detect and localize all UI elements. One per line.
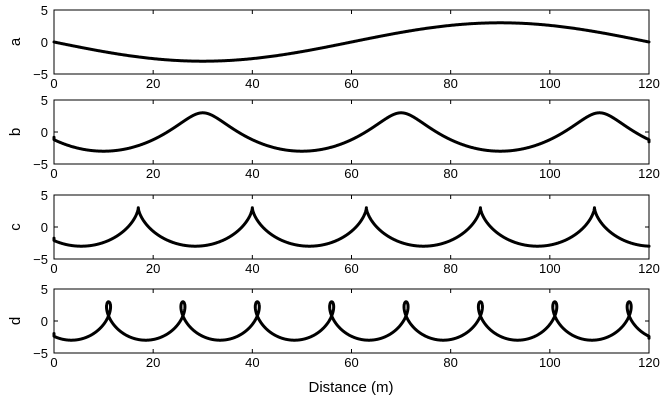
x-tick-label: 120 [638,355,660,370]
wave-line [52,206,651,248]
x-tick-labels-b: 0 20 40 60 80 100 120 [50,166,659,181]
x-tick-label: 80 [443,76,457,91]
x-tick-labels-d: 0 20 40 60 80 100 120 [50,355,659,370]
x-tick-label: 20 [146,76,160,91]
panel-d: 5 0 −5 d 0 20 40 60 80 100 120 [7,282,660,370]
x-tick-label: 0 [50,355,57,370]
x-tick-label: 60 [344,76,358,91]
y-tick-b-mid: 0 [41,125,48,140]
x-tick-label: 100 [539,355,561,370]
panel-c: 5 0 −5 c 0 20 40 60 80 100 120 [7,188,660,276]
x-axis-title: Distance (m) [308,379,393,396]
wave-line [52,111,651,153]
x-tick-label: 40 [245,355,259,370]
y-tick-c-top: 5 [41,188,48,203]
wave-curve-b [52,111,651,153]
x-tick-labels-c: 0 20 40 60 80 100 120 [50,261,659,276]
panel-a: 5 0 −5 a 0 20 40 60 80 100 120 [7,3,660,91]
x-tick-label: 100 [539,166,561,181]
y-tick-d-mid: 0 [41,314,48,329]
wave-curve-d [52,300,651,342]
panel-b: 5 0 −5 b 0 20 40 60 80 100 120 [7,93,660,181]
x-tick-label: 60 [344,261,358,276]
x-tick-label: 40 [245,261,259,276]
panel-label-d: d [7,317,24,325]
x-tick-label: 120 [638,261,660,276]
y-tick-a-mid: 0 [41,35,48,50]
panel-label-a: a [7,37,24,46]
x-tick-label: 20 [146,355,160,370]
x-tick-label: 80 [443,355,457,370]
x-tick-label: 60 [344,166,358,181]
x-tick-label: 100 [539,76,561,91]
panel-label-b: b [7,128,24,136]
wave-curve-a [52,21,651,63]
y-tick-d-bottom: −5 [33,346,48,361]
y-tick-a-bottom: −5 [33,67,48,82]
x-tick-label: 0 [50,166,57,181]
y-tick-a-top: 5 [41,3,48,18]
x-tick-label: 20 [146,166,160,181]
x-tick-label: 80 [443,261,457,276]
wave-curve-c [52,206,651,248]
x-tick-label: 120 [638,76,660,91]
x-tick-label: 0 [50,261,57,276]
wave-line [52,21,651,63]
axes-box-b [53,99,650,165]
wave-line [52,300,651,342]
x-tick-labels-a: 0 20 40 60 80 100 120 [50,76,659,91]
x-tick-label: 80 [443,166,457,181]
y-tick-b-bottom: −5 [33,157,48,172]
axes-box-d [53,288,650,354]
y-tick-c-bottom: −5 [33,252,48,267]
x-tick-label: 120 [638,166,660,181]
x-tick-label: 0 [50,76,57,91]
axes-box-c [53,194,650,260]
x-tick-label: 60 [344,355,358,370]
y-tick-c-mid: 0 [41,220,48,235]
panel-label-c: c [7,223,24,231]
x-tick-label: 40 [245,166,259,181]
x-tick-label: 40 [245,76,259,91]
x-tick-label: 100 [539,261,561,276]
y-tick-d-top: 5 [41,282,48,297]
y-tick-b-top: 5 [41,93,48,108]
x-tick-label: 20 [146,261,160,276]
